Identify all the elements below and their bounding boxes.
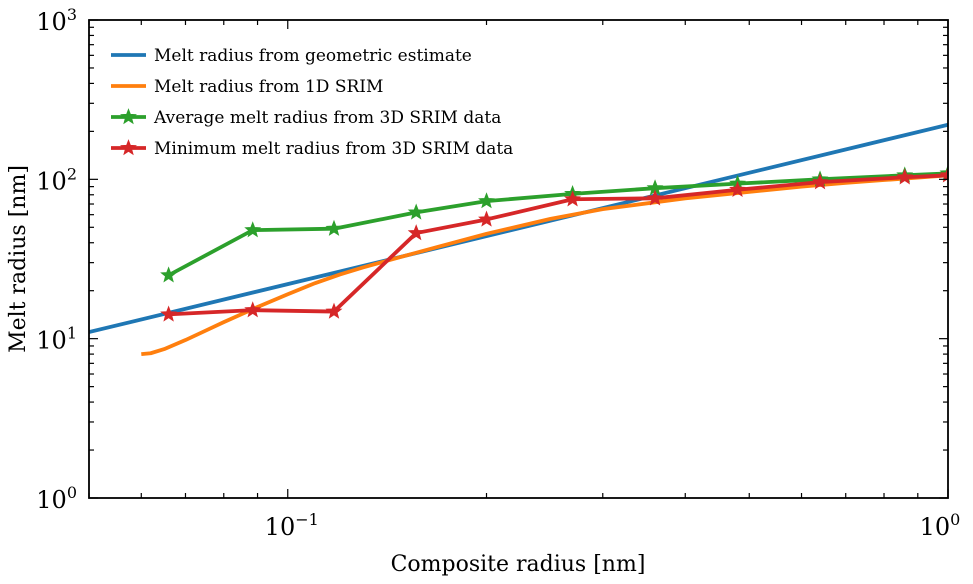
series-3-marker (160, 266, 178, 283)
series-4-marker (325, 302, 343, 319)
legend-marker-4 (120, 139, 137, 156)
legend-marker-3 (120, 108, 137, 125)
y-tick-label: 101 (36, 324, 77, 355)
legend-label-3: Average melt radius from 3D SRIM data (153, 108, 501, 128)
legend-label-2: Melt radius from 1D SRIM (154, 77, 383, 97)
y-tick-label: 100 (36, 483, 77, 514)
series-4-marker (811, 173, 829, 190)
series-4-marker (244, 301, 262, 318)
x-tick-label: 10−1 (265, 510, 319, 541)
series-3-marker (244, 221, 262, 238)
series-3-marker (478, 192, 495, 209)
axes-frame (88, 19, 949, 499)
x-tick-label: 100 (920, 510, 961, 541)
series-4-marker (407, 224, 425, 241)
series-line-1 (89, 122, 948, 334)
series-4-marker (478, 210, 495, 227)
plot-area: 10−1 100 100 101 102 103 Melt radius from geom… (36, 5, 960, 541)
x-axis-title: Composite radius [nm] (391, 552, 646, 577)
series-4-marker (160, 305, 178, 322)
legend-label-1: Melt radius from geometric estimate (154, 46, 472, 66)
series-4-marker (896, 168, 914, 185)
y-axis-title: Melt radius [nm] (6, 165, 31, 353)
y-tick-label: 102 (36, 164, 77, 195)
series-3-marker (325, 219, 343, 236)
series-4-marker (564, 190, 582, 207)
series-4-marker (939, 166, 948, 183)
legend: Melt radius from geometric estimate Melt … (111, 46, 513, 159)
y-tick-label: 103 (36, 5, 77, 36)
series-4-marker (729, 180, 746, 197)
series-4-marker (646, 189, 664, 206)
series-layer (89, 122, 948, 357)
legend-label-4: Minimum melt radius from 3D SRIM data (154, 139, 513, 159)
series-3-marker (407, 203, 425, 220)
